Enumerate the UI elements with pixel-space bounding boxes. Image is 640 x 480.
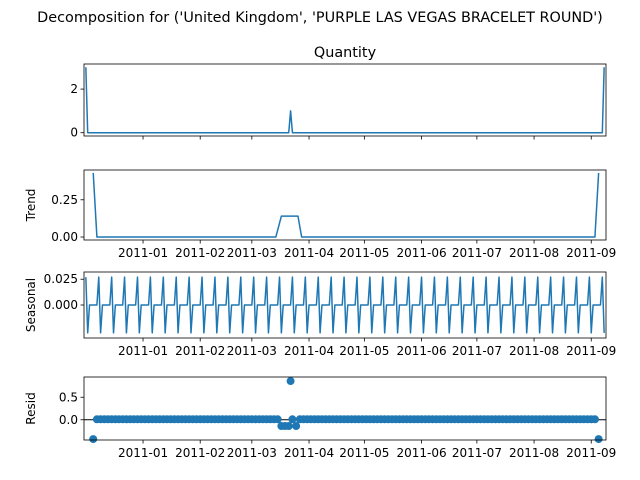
resid-point	[590, 415, 599, 424]
x-tick-label: 2011-02	[175, 344, 225, 358]
resid-point	[284, 422, 293, 431]
resid-point	[288, 415, 297, 424]
x-tick-label: 2011-03	[227, 446, 277, 460]
panel-title: Quantity	[314, 45, 377, 61]
resid-point	[89, 435, 98, 444]
x-tick-label: 2011-03	[227, 246, 277, 260]
y-tick-label: 2	[70, 82, 78, 96]
resid-point	[292, 422, 301, 431]
x-tick-label: 2011-05	[339, 446, 389, 460]
x-tick-label: 2011-06	[396, 344, 446, 358]
x-tick-label: 2011-08	[509, 344, 559, 358]
y-axis-label: Seasonal	[24, 278, 38, 332]
x-tick-label: 2011-07	[452, 246, 502, 260]
x-tick-label: 2011-01	[118, 344, 168, 358]
y-tick-label: 0.025	[44, 272, 78, 286]
y-tick-label: 0	[70, 126, 78, 140]
x-tick-label: 2011-02	[175, 246, 225, 260]
y-axis-label: Trend	[24, 189, 38, 223]
series-line	[92, 172, 600, 238]
x-tick-label: 2011-07	[452, 446, 502, 460]
resid-point	[273, 415, 282, 424]
resid-point	[286, 377, 295, 386]
axes-frame	[83, 376, 607, 441]
x-tick-label: 2011-05	[339, 246, 389, 260]
x-tick-label: 2011-08	[509, 246, 559, 260]
y-axis-label: Resid	[24, 392, 38, 424]
x-tick-label: 2011-02	[175, 446, 225, 460]
x-tick-label: 2011-09	[566, 246, 616, 260]
x-tick-label: 2011-09	[566, 344, 616, 358]
x-tick-label: 2011-06	[396, 446, 446, 460]
y-tick-label: 0.00	[51, 230, 78, 244]
x-tick-label: 2011-08	[509, 446, 559, 460]
x-tick-label: 2011-04	[284, 344, 334, 358]
x-tick-label: 2011-04	[284, 446, 334, 460]
axes-frame	[83, 63, 607, 137]
series-line	[85, 67, 605, 134]
x-tick-label: 2011-07	[452, 344, 502, 358]
panel-1: 0 2 Quantity	[70, 45, 607, 140]
panel-3: 0.000 0.025 2011-01 2011-02 2011-03 2011-04 20…	[24, 271, 616, 358]
series-line	[85, 276, 605, 334]
y-tick-label: 0.5	[59, 390, 78, 404]
x-tick-label: 2011-06	[396, 246, 446, 260]
resid-point	[594, 435, 603, 444]
x-tick-label: 2011-05	[339, 344, 389, 358]
x-tick-label: 2011-03	[227, 344, 277, 358]
panel-4: 0.0 0.5 2011-01 2011-02 2011-03 2011-04 2011-0…	[24, 376, 616, 460]
y-tick-label: 0.25	[51, 193, 78, 207]
figure-suptitle: Decomposition for ('United Kingdom', 'PU…	[37, 10, 603, 26]
x-tick-label: 2011-01	[118, 246, 168, 260]
x-tick-label: 2011-09	[566, 446, 616, 460]
y-tick-label: 0.0	[59, 413, 78, 427]
y-tick-label: 0.000	[44, 298, 78, 312]
axes-frame	[83, 169, 607, 241]
panel-2: 0.00 0.25 2011-01 2011-02 2011-03 2011-04 2011…	[24, 169, 616, 260]
x-tick-label: 2011-01	[118, 446, 168, 460]
x-tick-label: 2011-04	[284, 246, 334, 260]
